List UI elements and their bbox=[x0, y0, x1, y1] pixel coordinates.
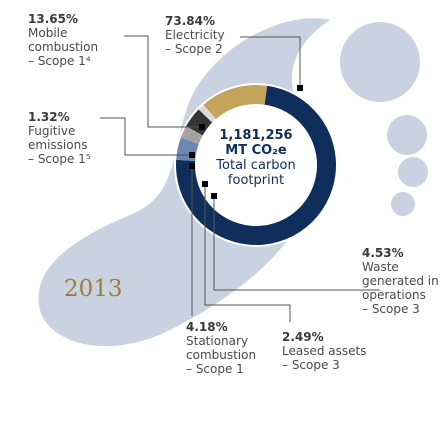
slice-label: 4.18% Stationary combustion – Scope 1 bbox=[186, 320, 256, 376]
donut-backdrop bbox=[174, 83, 338, 247]
category: Mobile combustion – Scope 1⁴ bbox=[28, 26, 99, 68]
leader-lines bbox=[100, 35, 380, 322]
slice-label: 13.65% Mobile combustion – Scope 1⁴ bbox=[28, 12, 98, 68]
slice bbox=[186, 109, 213, 136]
percent: 73.84% bbox=[165, 14, 215, 28]
slice-label: 2.49% Leased assets – Scope 3 bbox=[282, 330, 366, 372]
markers bbox=[189, 85, 303, 199]
slice-label: 4.53% Waste generated in operations – Sco… bbox=[362, 246, 439, 316]
slice-label: 73.84% Electricity – Scope 2 bbox=[165, 14, 225, 56]
total: 1,181,256 bbox=[219, 128, 293, 143]
category: Stationary combustion – Scope 1 bbox=[186, 334, 257, 376]
category: Fugitive emissions – Scope 1⁵ bbox=[28, 124, 91, 166]
caption: Total carbon footprint bbox=[216, 158, 296, 188]
category: Electricity – Scope 2 bbox=[165, 28, 225, 56]
percent: 4.53% bbox=[362, 246, 404, 260]
year: 2013 bbox=[64, 276, 123, 302]
unit: MT CO₂e bbox=[225, 143, 287, 158]
percent: 2.49% bbox=[282, 330, 324, 344]
slice bbox=[203, 85, 268, 120]
percent: 13.65% bbox=[28, 12, 78, 26]
slice bbox=[198, 104, 216, 123]
category: Leased assets – Scope 3 bbox=[282, 344, 367, 372]
percent: 1.32% bbox=[28, 110, 70, 124]
slice bbox=[180, 126, 203, 145]
slice-label: 1.32% Fugitive emissions – Scope 1⁵ bbox=[28, 110, 91, 166]
center-label: 1,181,256 MT CO₂e Total carbon footprint bbox=[206, 128, 306, 188]
category: Waste generated in operations – Scope 3 bbox=[362, 260, 439, 316]
percent: 4.18% bbox=[186, 320, 228, 334]
